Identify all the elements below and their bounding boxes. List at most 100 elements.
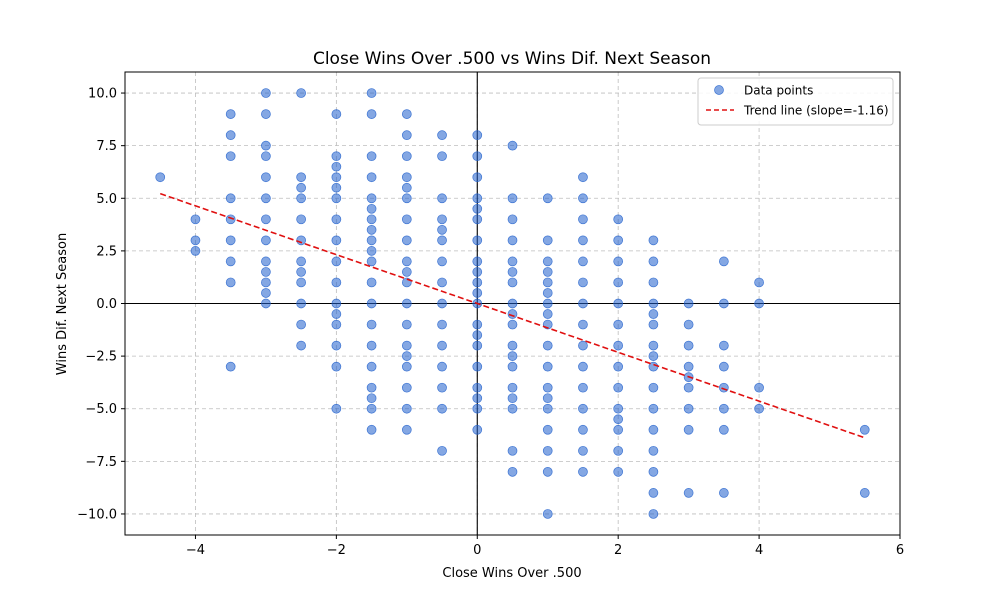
data-point bbox=[613, 382, 624, 393]
data-point bbox=[401, 298, 412, 309]
data-point bbox=[507, 140, 518, 151]
data-point bbox=[472, 214, 483, 225]
data-point bbox=[401, 214, 412, 225]
data-point bbox=[401, 130, 412, 140]
data-point bbox=[613, 361, 624, 372]
data-point bbox=[472, 361, 483, 372]
data-point bbox=[401, 424, 412, 435]
trend-line bbox=[159, 192, 866, 439]
data-point bbox=[472, 151, 483, 162]
data-point bbox=[542, 340, 553, 351]
data-point bbox=[754, 403, 764, 414]
data-point bbox=[613, 235, 624, 246]
data-point bbox=[578, 193, 588, 204]
data-point bbox=[648, 340, 659, 351]
data-point bbox=[296, 319, 306, 330]
data-point bbox=[578, 298, 588, 309]
data-point bbox=[507, 309, 518, 319]
data-point bbox=[437, 256, 447, 267]
data-point bbox=[401, 193, 412, 204]
chart-title: Close Wins Over .500 vs Wins Dif. Next S… bbox=[313, 49, 711, 69]
data-point bbox=[542, 361, 553, 372]
data-point bbox=[401, 182, 412, 193]
data-point bbox=[719, 361, 729, 372]
data-point bbox=[366, 298, 377, 309]
data-point bbox=[472, 340, 483, 351]
data-point bbox=[366, 203, 377, 214]
data-point bbox=[261, 298, 271, 309]
data-point bbox=[437, 445, 447, 456]
legend-label-trend-line: Trend line (slope=-1.16) bbox=[743, 104, 889, 118]
x-tick-label: −4 bbox=[186, 543, 205, 558]
data-point bbox=[437, 277, 447, 288]
data-point bbox=[683, 319, 694, 330]
data-point bbox=[472, 267, 483, 277]
data-point bbox=[225, 193, 236, 204]
data-point bbox=[366, 319, 377, 330]
data-point bbox=[261, 256, 271, 267]
y-tick-label: 0.0 bbox=[96, 297, 117, 312]
data-point bbox=[296, 340, 306, 351]
data-point bbox=[507, 267, 518, 277]
data-point bbox=[472, 319, 483, 330]
data-point bbox=[401, 382, 412, 393]
data-point bbox=[366, 88, 377, 98]
data-point bbox=[648, 424, 659, 435]
data-point bbox=[719, 298, 729, 309]
data-point bbox=[542, 393, 553, 404]
data-point bbox=[437, 382, 447, 393]
data-point bbox=[261, 151, 271, 162]
data-point bbox=[331, 309, 342, 319]
data-point bbox=[437, 319, 447, 330]
data-point bbox=[542, 277, 553, 288]
y-tick-label: 5.0 bbox=[96, 192, 117, 207]
data-point bbox=[648, 235, 659, 246]
data-point bbox=[507, 467, 518, 477]
data-point bbox=[401, 172, 412, 183]
x-tick-label: 2 bbox=[614, 543, 622, 558]
data-point bbox=[613, 319, 624, 330]
data-point bbox=[578, 340, 588, 351]
data-point bbox=[437, 403, 447, 414]
data-point bbox=[190, 214, 201, 225]
data-point bbox=[578, 403, 588, 414]
data-point bbox=[507, 193, 518, 204]
data-point bbox=[366, 403, 377, 414]
axis-ticks: −4 −2 0 2 4 6 −10.0 −7.5 −5.0 −2.5 0.0 2.5 5.0 7.5 10.… bbox=[77, 87, 904, 558]
data-point bbox=[366, 340, 377, 351]
data-point bbox=[190, 235, 201, 246]
data-point bbox=[719, 382, 729, 393]
y-tick-label: −7.5 bbox=[85, 455, 117, 470]
data-point bbox=[366, 246, 377, 256]
data-point bbox=[261, 235, 271, 246]
data-point bbox=[683, 361, 694, 372]
data-point bbox=[648, 298, 659, 309]
y-tick-label: −2.5 bbox=[85, 350, 117, 365]
data-point bbox=[401, 361, 412, 372]
data-point bbox=[578, 277, 588, 288]
data-point bbox=[366, 277, 377, 288]
data-point bbox=[542, 267, 553, 277]
data-point bbox=[331, 277, 342, 288]
y-tick-label: −10.0 bbox=[77, 507, 117, 522]
y-tick-label: 10.0 bbox=[88, 87, 117, 102]
data-point bbox=[578, 235, 588, 246]
data-point bbox=[542, 382, 553, 393]
data-point bbox=[401, 340, 412, 351]
data-point bbox=[542, 235, 553, 246]
legend: Data points Trend line (slope=-1.16) bbox=[697, 77, 894, 126]
data-point bbox=[683, 382, 694, 393]
data-point bbox=[507, 298, 518, 309]
y-tick-label: −5.0 bbox=[85, 402, 117, 417]
data-point bbox=[648, 509, 659, 519]
data-point bbox=[296, 172, 306, 183]
data-point bbox=[190, 246, 201, 256]
data-point bbox=[261, 140, 271, 151]
data-point bbox=[472, 172, 483, 183]
data-point bbox=[648, 403, 659, 414]
data-point bbox=[331, 193, 342, 204]
data-point bbox=[437, 224, 447, 235]
data-point bbox=[613, 214, 624, 225]
data-point bbox=[331, 340, 342, 351]
data-point bbox=[331, 161, 342, 172]
